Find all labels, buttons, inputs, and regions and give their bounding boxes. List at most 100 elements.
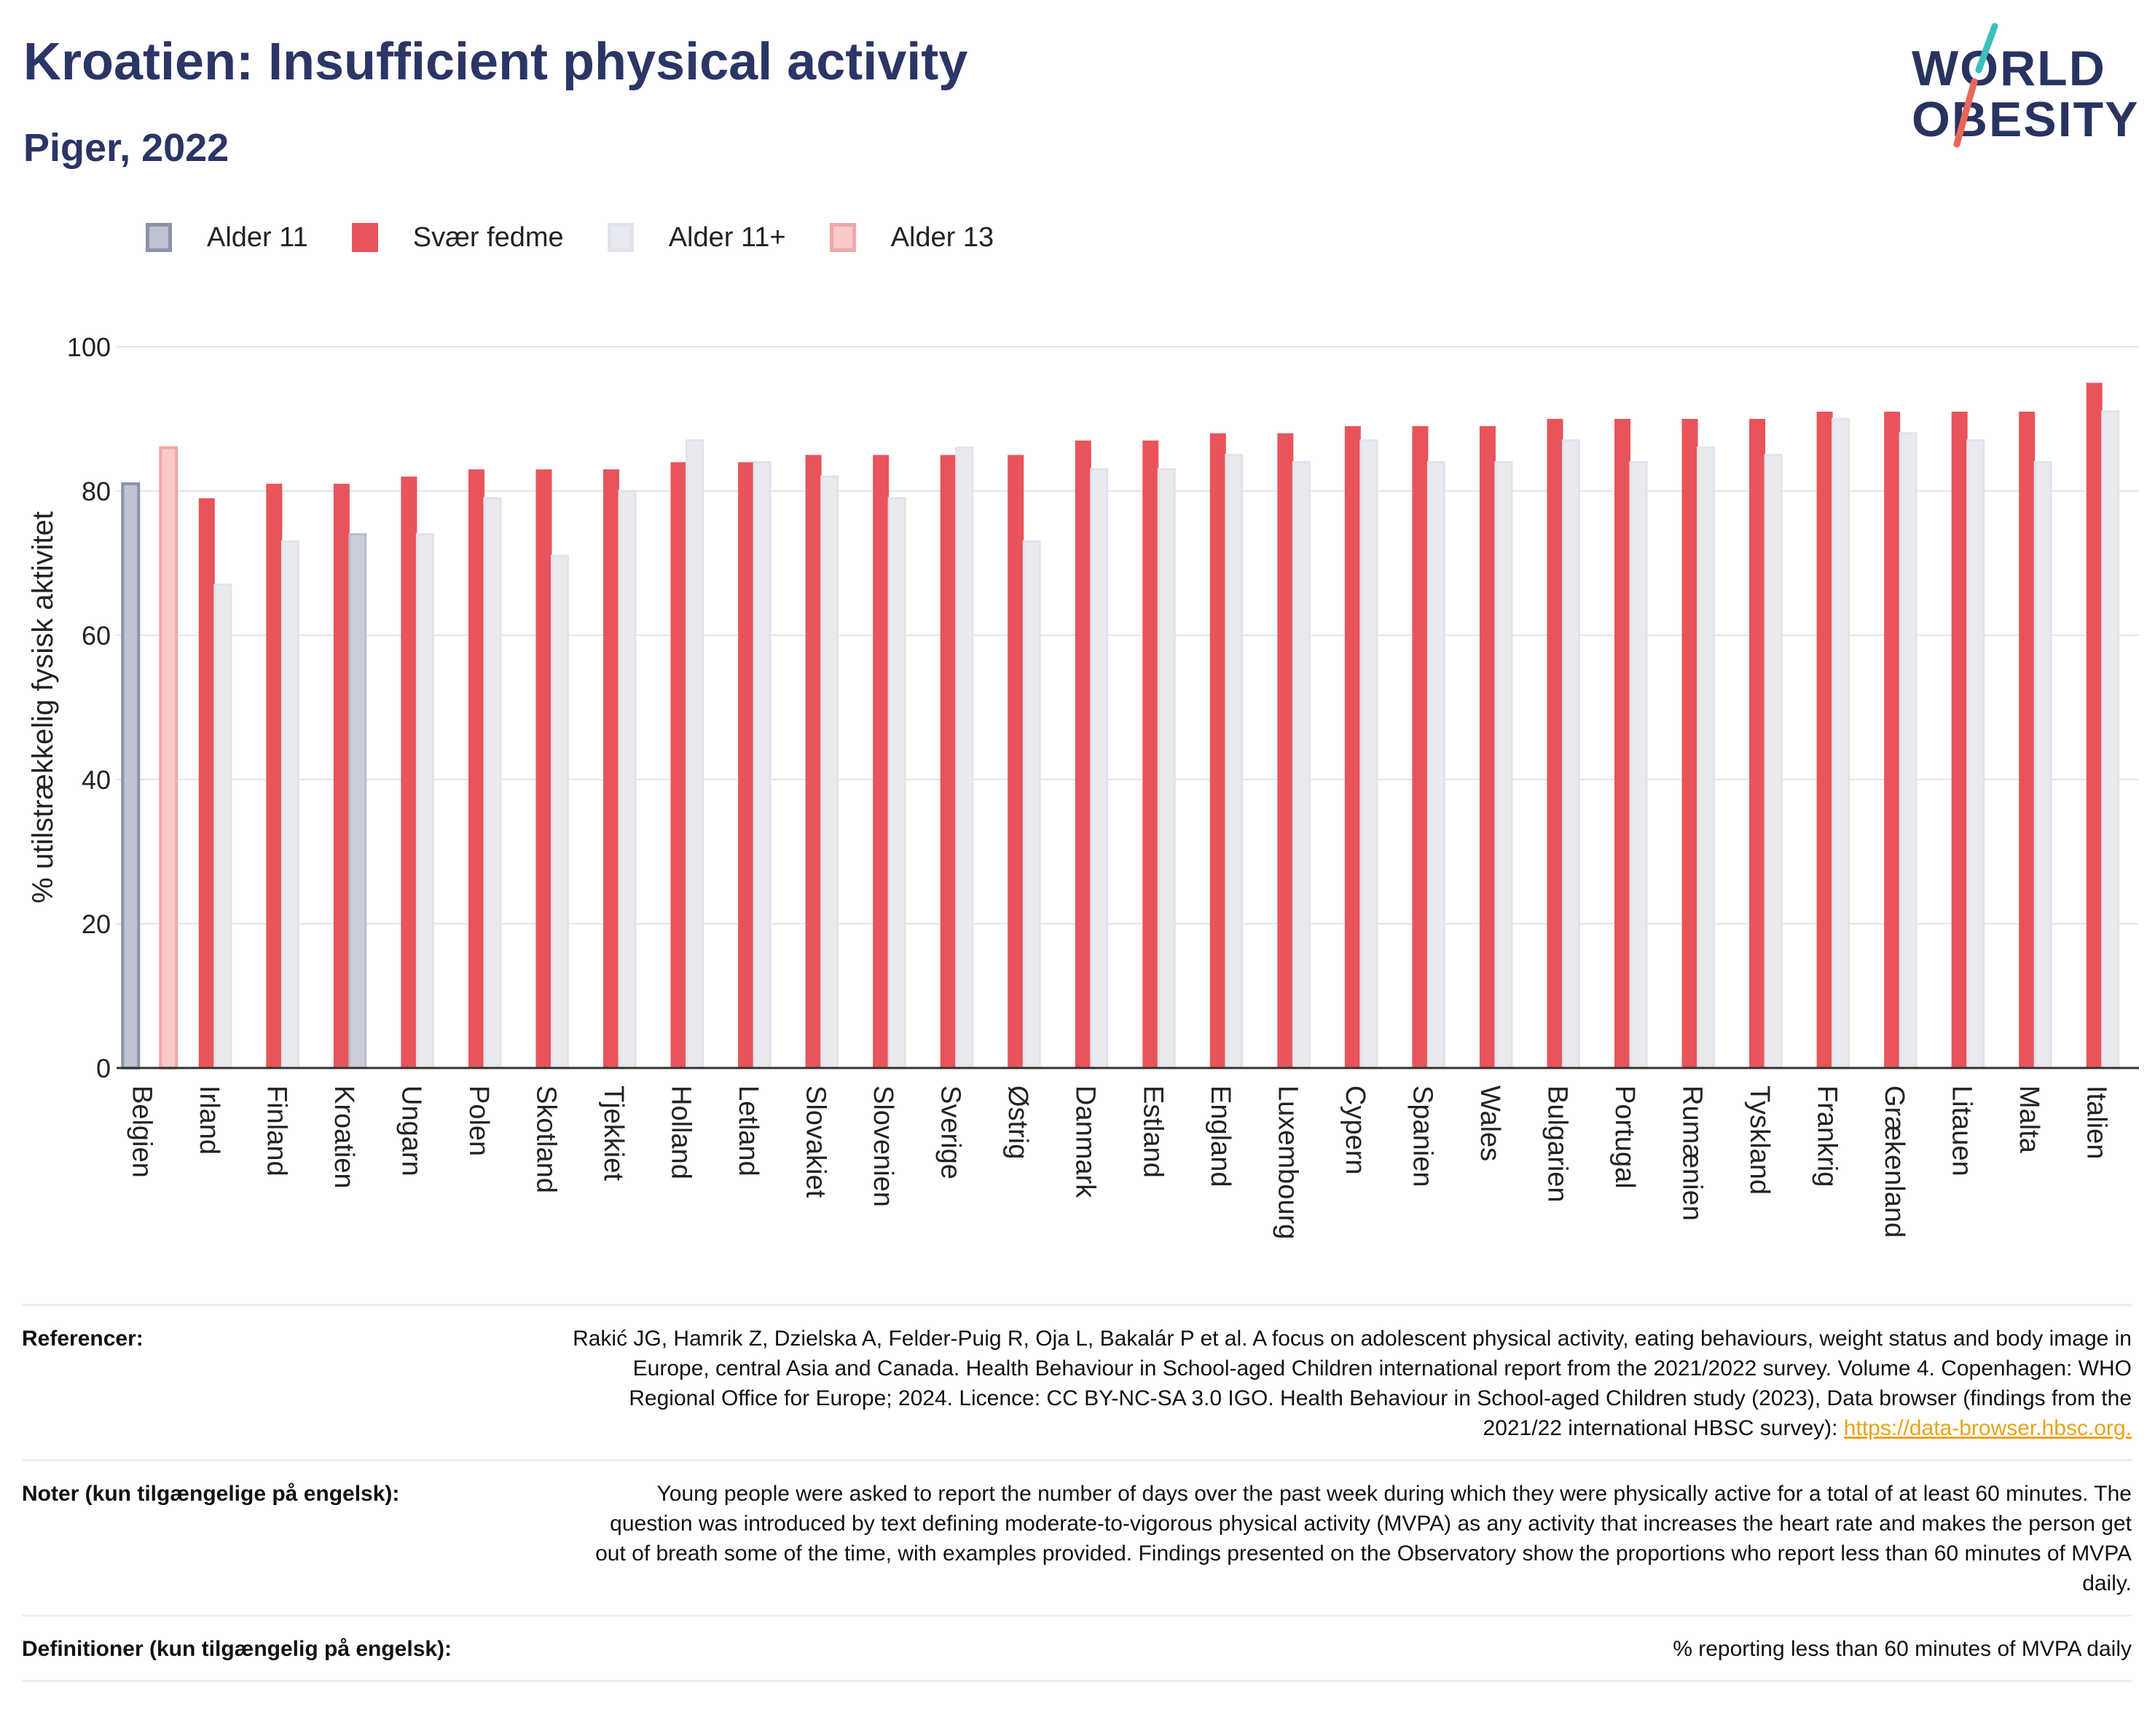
x-tick-label-polen: Polen [463, 1085, 494, 1156]
x-tick-label-finland: Finland [261, 1085, 291, 1177]
bar-alder-11-plus-grækenland [1899, 432, 1917, 1069]
logo-word-obesity: OBESITY [1912, 92, 2140, 147]
legend-label-alder-11-plus: Alder 11+ [668, 221, 786, 253]
bar-alder-11-plus-luxembourg [1292, 460, 1311, 1069]
bar-svaer-fedme-cypern [1344, 425, 1361, 1068]
bar-alder-11-plus-danmark [1090, 468, 1109, 1069]
bar-svaer-fedme-østrig [1008, 455, 1024, 1068]
references-link[interactable]: https://data-browser.hbsc.org. [1843, 1416, 2132, 1440]
legend-swatch-svaer-fedme [351, 223, 378, 252]
x-tick-label-tyskland: Tyskland [1744, 1085, 1775, 1195]
y-axis-label: % utilstrækkelig fysisk aktivitet [27, 511, 59, 903]
bar-svaer-fedme-irland [198, 498, 215, 1068]
y-tick-label-20: 20 [82, 909, 111, 939]
bar-svaer-fedme-letland [738, 462, 755, 1068]
legend-swatch-alder-11-plus [607, 223, 634, 252]
bar-alder-11-plus-rumænien [1697, 447, 1716, 1069]
x-tick-label-kroatien: Kroatien [329, 1085, 359, 1189]
y-tick-label-40: 40 [82, 765, 111, 795]
bar-alder-11-plus-skotland [550, 554, 569, 1069]
x-tick-label-rumænien: Rumænien [1677, 1085, 1708, 1221]
y-tick-label-80: 80 [82, 476, 111, 506]
references-body: Rakić JG, Hamrik Z, Dzielska A, Felder-P… [573, 1327, 2132, 1440]
logo-word-world: WORLD [1912, 41, 2106, 96]
notes-row: Noter (kun tilgængelige på engelsk): You… [22, 1459, 2132, 1614]
bar-svaer-fedme-malta [2019, 412, 2036, 1068]
x-tick-label-malta: Malta [2014, 1085, 2044, 1154]
bar-chart: 0 20 40 60 80 100 % utilstrækkelig fysisk akti… [27, 332, 2139, 1239]
x-tick-label-spanien: Spanien [1407, 1085, 1437, 1187]
bar-alder-11-plus-østrig [1022, 540, 1041, 1069]
bar-svaer-fedme-skotland [535, 469, 552, 1068]
y-tick-label-100: 100 [67, 332, 111, 362]
x-tick-label-holland: Holland [666, 1085, 696, 1179]
chart-subtitle: Piger, 2022 [23, 126, 229, 170]
bar-svaer-fedme-italien [2086, 382, 2103, 1068]
bar-alder-11-plus-litauen [1966, 439, 1985, 1069]
bar-svaer-fedme-estland [1142, 440, 1159, 1068]
world-obesity-logo: WORLD OBESITY [1894, 22, 2142, 160]
x-tick-label-irland: Irland [194, 1085, 224, 1155]
notes-text: Young people were asked to report the nu… [595, 1482, 2132, 1595]
bar-svaer-fedme-england [1209, 433, 1226, 1068]
x-tick-label-portugal: Portugal [1609, 1085, 1640, 1189]
legend-item-svaer-fedme[interactable]: Svær fedme [351, 221, 564, 254]
legend-swatch-alder-11 [146, 223, 172, 252]
bar-svaer-fedme-slovenien [873, 455, 890, 1068]
bar-alder-13-belgien [159, 446, 178, 1070]
bar-alder-11-plus-tyskland [1764, 454, 1783, 1069]
bar-alder-11-plus-kroatien [348, 533, 367, 1069]
x-tick-label-bulgarien: Bulgarien [1542, 1085, 1572, 1203]
bar-alder-11-plus-ungarn [415, 533, 434, 1069]
x-tick-label-skotland: Skotland [530, 1085, 561, 1193]
x-tick-label-ungarn: Ungarn [396, 1085, 426, 1177]
legend-label-svaer-fedme: Svær fedme [412, 221, 564, 253]
bar-svaer-fedme-tyskland [1749, 419, 1766, 1068]
x-tick-label-slovenien: Slovenien [868, 1085, 898, 1207]
bar-alder-11-plus-spanien [1426, 460, 1445, 1069]
x-tick-label-letland: Letland [733, 1085, 764, 1177]
bar-alder-11-plus-portugal [1629, 460, 1648, 1069]
bar-svaer-fedme-sverige [940, 455, 957, 1068]
bar-alder-11-plus-holland [686, 439, 704, 1069]
bar-alder-11-plus-italien [2101, 410, 2120, 1069]
bar-svaer-fedme-kroatien [333, 484, 350, 1068]
x-tick-label-tjekkiet: Tjekkiet [598, 1085, 629, 1181]
bar-svaer-fedme-rumænien [1681, 419, 1698, 1068]
bar-alder-11-plus-polen [483, 497, 502, 1069]
x-tick-label-østrig: Østrig [1002, 1085, 1033, 1159]
x-tick-label-italien: Italien [2081, 1085, 2112, 1159]
bar-svaer-fedme-spanien [1412, 425, 1429, 1068]
legend-swatch-alder-13 [829, 223, 856, 252]
bar-alder-11-plus-frankrig [1832, 417, 1850, 1069]
bar-svaer-fedme-slovakiet [805, 455, 822, 1068]
definitions-row: Definitioner (kun tilgængelig på engelsk… [22, 1614, 2132, 1682]
bar-svaer-fedme-portugal [1614, 419, 1630, 1068]
bar-alder-11-belgien [121, 482, 141, 1070]
legend-item-alder-11[interactable]: Alder 11 [146, 222, 308, 254]
bar-alder-11-plus-sverige [955, 447, 974, 1069]
bar-svaer-fedme-litauen [1951, 412, 1968, 1068]
x-tick-label-luxembourg: Luxembourg [1272, 1085, 1303, 1239]
bar-alder-11-plus-england [1225, 454, 1244, 1069]
bar-svaer-fedme-luxembourg [1277, 433, 1294, 1068]
bar-alder-11-plus-bulgarien [1561, 439, 1580, 1069]
legend-label-alder-13: Alder 13 [890, 221, 994, 253]
bar-alder-11-plus-irland [213, 584, 232, 1069]
x-tick-label-frankrig: Frankrig [1812, 1085, 1842, 1187]
y-tick-label-60: 60 [82, 621, 111, 651]
bar-svaer-fedme-finland [266, 484, 283, 1068]
chart-title: Kroatien: Insufficient physical activity [23, 33, 968, 91]
x-tick-label-litauen: Litauen [1947, 1085, 1977, 1177]
x-tick-label-belgien: Belgien [126, 1085, 157, 1178]
legend-item-alder-11-plus[interactable]: Alder 11+ [607, 221, 786, 254]
bar-alder-11-plus-estland [1157, 468, 1176, 1069]
chart-footer: Referencer: Rakić JG, Hamrik Z, Dzielska… [22, 1304, 2132, 1682]
x-tick-label-sverige: Sverige [935, 1085, 966, 1179]
bar-alder-11-plus-malta [2033, 460, 2052, 1069]
bar-svaer-fedme-polen [468, 469, 484, 1068]
y-tick-label-0: 0 [96, 1053, 111, 1083]
legend-item-alder-13[interactable]: Alder 13 [829, 221, 994, 254]
x-tick-label-danmark: Danmark [1070, 1085, 1101, 1198]
bar-svaer-fedme-wales [1479, 425, 1496, 1068]
